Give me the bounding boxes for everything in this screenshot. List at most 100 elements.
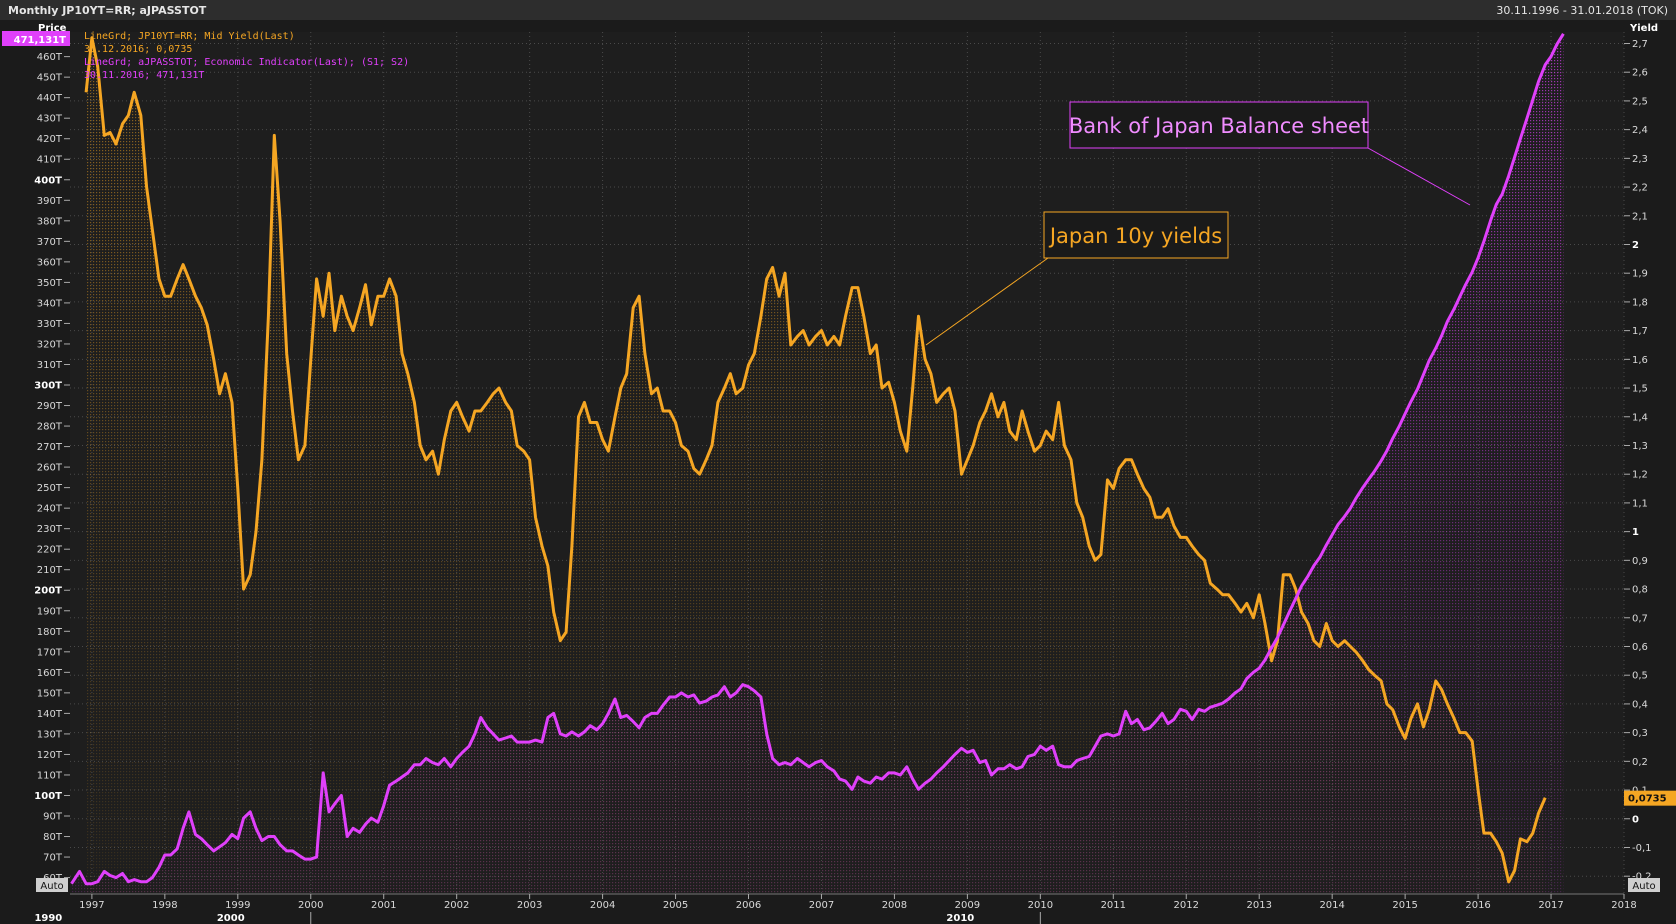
x-tick-label: 2000 (298, 900, 323, 911)
left-tick-label: 270T (37, 442, 63, 453)
right-tick-label: -0,1 (1632, 843, 1652, 854)
decade-label: 1990 (34, 913, 62, 924)
right-current-value: 0,0735 (1628, 794, 1667, 805)
annotation-balance-box (1069, 101, 1369, 149)
right-tick-label: 2,7 (1632, 39, 1648, 50)
left-tick-label: 290T (37, 401, 63, 412)
left-tick-label: 200T (34, 586, 62, 597)
annotation-yields-box (1043, 211, 1229, 259)
x-tick-label: 2017 (1538, 900, 1563, 911)
x-axis-ticks: 1997 1998 1999 2000 2001 2002 2003 2004 2005 2006… (34, 893, 1637, 924)
x-tick-label: 1998 (152, 900, 177, 911)
left-tick-label: 240T (37, 504, 63, 515)
right-tick-label: 2,4 (1632, 125, 1648, 136)
x-tick-label: 1999 (225, 900, 250, 911)
left-tick-label: 450T (37, 73, 63, 84)
x-tick-label: 2014 (1319, 900, 1344, 911)
right-tick-label: 2 (1632, 240, 1639, 251)
left-tick-label: 420T (37, 134, 63, 145)
left-current-value: 471,131T (14, 35, 67, 46)
right-tick-label: 1,2 (1632, 470, 1648, 481)
legend-yield-line2: 31.12.2016; 0,0735 (84, 44, 192, 55)
left-tick-label: 170T (37, 647, 63, 658)
right-tick-label: 1,9 (1632, 269, 1648, 280)
right-tick-label: 0,2 (1632, 757, 1648, 768)
annotation-yields: Japan 10y yields (925, 211, 1229, 346)
left-tick-label: 320T (37, 339, 63, 350)
left-tick-label: 360T (37, 257, 63, 268)
left-tick-label: 90T (43, 812, 63, 823)
right-tick-label: 2,2 (1632, 183, 1648, 194)
left-tick-label: 110T (37, 770, 63, 781)
date-range-label: 30.11.1996 - 31.01.2018 (TOK) (1496, 4, 1668, 17)
left-tick-label: 100T (34, 791, 62, 802)
yield-area (86, 37, 1546, 894)
x-tick-label: 2011 (1101, 900, 1126, 911)
left-tick-label: 390T (37, 196, 63, 207)
right-tick-label: 1,7 (1632, 326, 1648, 337)
x-tick-label: 2006 (736, 900, 761, 911)
yield-line (84, 36, 1547, 884)
right-tick-label: 2,5 (1632, 96, 1648, 107)
right-tick-label: 2,6 (1632, 68, 1648, 79)
chart-header-title: Monthly JP10YT=RR; aJPASSTOT (8, 4, 207, 17)
series-fills (71, 33, 1564, 895)
left-tick-label: 80T (43, 832, 63, 843)
left-tick-label: 190T (37, 606, 63, 617)
right-tick-label: 1,3 (1632, 441, 1648, 452)
left-tick-label: 210T (37, 565, 63, 576)
right-tick-label: 1,8 (1632, 297, 1648, 308)
left-tick-label: 140T (37, 709, 63, 720)
left-tick-label: 230T (37, 524, 63, 535)
left-tick-label: 370T (37, 237, 63, 248)
legend-yield-line1: LineGrd; JP10YT=RR; Mid Yield(Last) (84, 31, 295, 42)
x-tick-label: 2015 (1392, 900, 1417, 911)
left-tick-label: 410T (37, 155, 63, 166)
right-axis-panel (1624, 20, 1676, 924)
x-tick-label: 2007 (809, 900, 834, 911)
right-tick-label: 2,1 (1632, 211, 1648, 222)
x-tick-label: 2002 (444, 900, 469, 911)
annotation-balance-text: Bank of Japan Balance sheet (1069, 114, 1369, 138)
left-tick-label: 180T (37, 627, 63, 638)
right-tick-label: 0,4 (1632, 699, 1648, 710)
left-axis-title: Price (38, 23, 67, 34)
left-tick-label: 330T (37, 319, 63, 330)
annotation-yields-connector (925, 257, 1049, 346)
auto-scale-left-button[interactable] (36, 878, 68, 892)
legend: LineGrd; JP10YT=RR; Mid Yield(Last) 31.1… (84, 31, 409, 81)
left-tick-label: 340T (37, 298, 63, 309)
x-tick-label: 2009 (955, 900, 980, 911)
legend-balance-line1: LineGrd; aJPASSTOT; Economic Indicator(L… (84, 57, 409, 68)
auto-scale-right-label: Auto (1632, 881, 1655, 892)
x-tick-label: 2016 (1465, 900, 1490, 911)
left-tick-label: 70T (43, 853, 63, 864)
annotation-yields-text: Japan 10y yields (1048, 224, 1222, 248)
right-tick-label: 1,4 (1632, 412, 1648, 423)
right-tick-label: 0,5 (1632, 671, 1648, 682)
left-tick-label: 250T (37, 483, 63, 494)
right-tick-label: 0,6 (1632, 642, 1648, 653)
left-tick-label: 460T (37, 52, 63, 63)
left-tick-label: 430T (37, 114, 63, 125)
balance-sheet-line (70, 33, 1565, 886)
right-tick-label: 0,8 (1632, 585, 1648, 596)
right-current-value-box (1624, 790, 1676, 806)
right-tick-label: 2,3 (1632, 154, 1648, 165)
x-tick-label: 1997 (79, 900, 104, 911)
left-axis-panel (0, 20, 70, 924)
right-tick-label: 1,1 (1632, 498, 1648, 509)
x-tick-label: 2001 (371, 900, 396, 911)
left-axis-ticks: 60T70T80T90T100T110T120T130T140T150T160T… (34, 52, 70, 884)
right-tick-label: 0 (1632, 814, 1639, 825)
x-tick-label: 2018 (1611, 900, 1636, 911)
annotation-balance-connector (1367, 147, 1471, 206)
right-tick-label: 1,6 (1632, 355, 1648, 366)
left-tick-label: 130T (37, 729, 63, 740)
x-tick-label: 2013 (1246, 900, 1271, 911)
left-tick-label: 280T (37, 422, 63, 433)
auto-scale-right-button[interactable] (1628, 878, 1660, 892)
left-tick-label: 220T (37, 545, 63, 556)
left-tick-label: 380T (37, 216, 63, 227)
